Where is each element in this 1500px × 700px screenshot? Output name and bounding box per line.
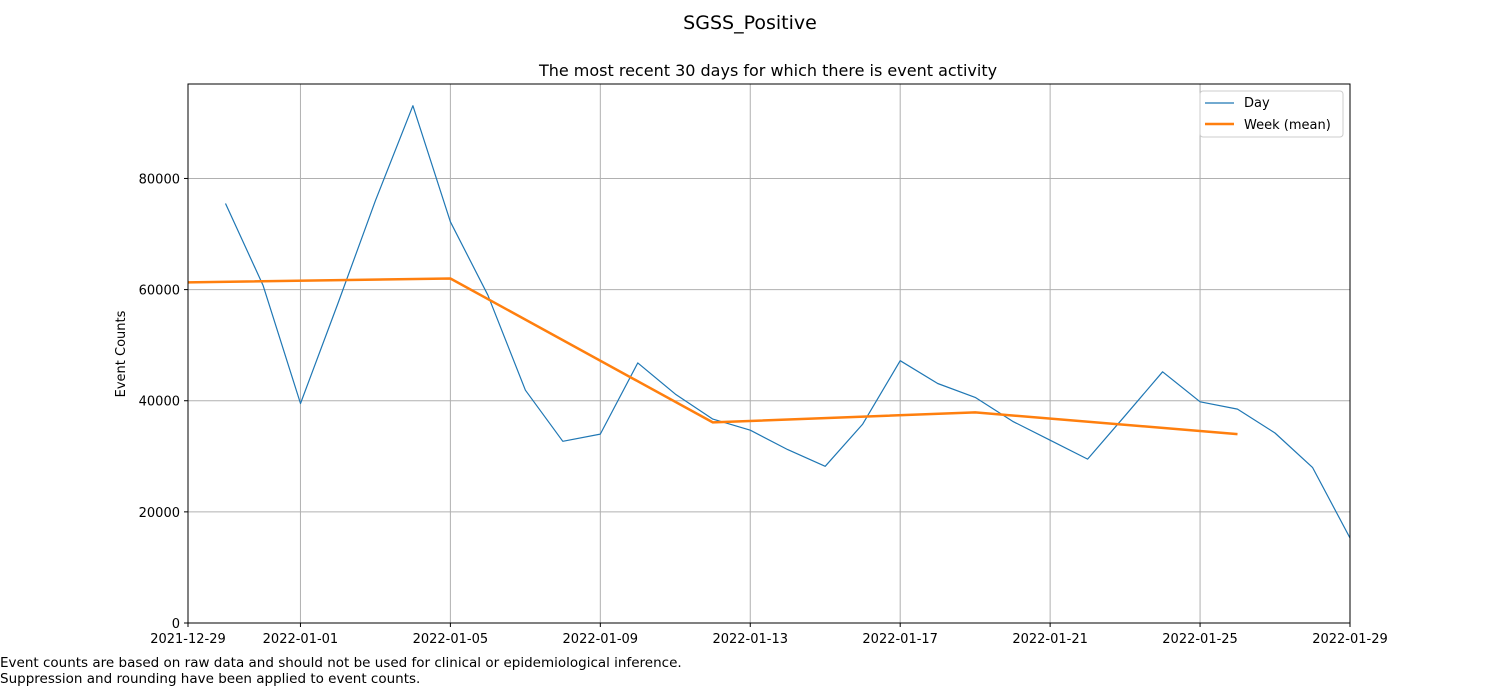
y-tick-label: 20000	[139, 506, 180, 521]
legend-label-week: Week (mean)	[1244, 118, 1331, 133]
x-tick-label: 2022-01-13	[712, 632, 788, 647]
grid	[187, 84, 1351, 624]
footnote-disclaimer: Event counts are based on raw data and s…	[0, 655, 682, 671]
x-tick-label: 2022-01-05	[413, 632, 489, 647]
x-tick-label: 2022-01-09	[563, 632, 639, 647]
y-axis-label: Event Counts	[114, 310, 129, 397]
y-tick-label: 0	[172, 617, 180, 632]
y-tick-label: 80000	[139, 172, 180, 187]
plot-frame	[187, 83, 1351, 624]
day-series-line	[224, 105, 1351, 539]
x-tick-label: 2022-01-29	[1312, 632, 1388, 647]
legend-box	[1199, 90, 1344, 138]
x-tick-label: 2022-01-17	[862, 632, 938, 647]
footnote-suppression: Suppression and rounding have been appli…	[0, 671, 421, 687]
legend: Day Week (mean)	[1199, 90, 1344, 138]
chart-suptitle: SGSS_Positive	[683, 12, 817, 34]
legend-label-day: Day	[1244, 96, 1270, 111]
ticks: 2021-12-29 2022-01-01 2022-01-05 2022-01-09…	[139, 172, 1388, 647]
week-mean-series-line	[187, 277, 1238, 436]
x-tick-label: 2022-01-01	[263, 632, 339, 647]
series-group	[187, 105, 1351, 539]
y-tick-label: 40000	[139, 395, 180, 410]
y-tick-label: 60000	[139, 284, 180, 299]
chart-title: The most recent 30 days for which there …	[538, 61, 997, 80]
x-tick-label: 2022-01-21	[1012, 632, 1088, 647]
x-tick-label: 2022-01-25	[1162, 632, 1238, 647]
x-tick-label: 2021-12-29	[150, 632, 226, 647]
